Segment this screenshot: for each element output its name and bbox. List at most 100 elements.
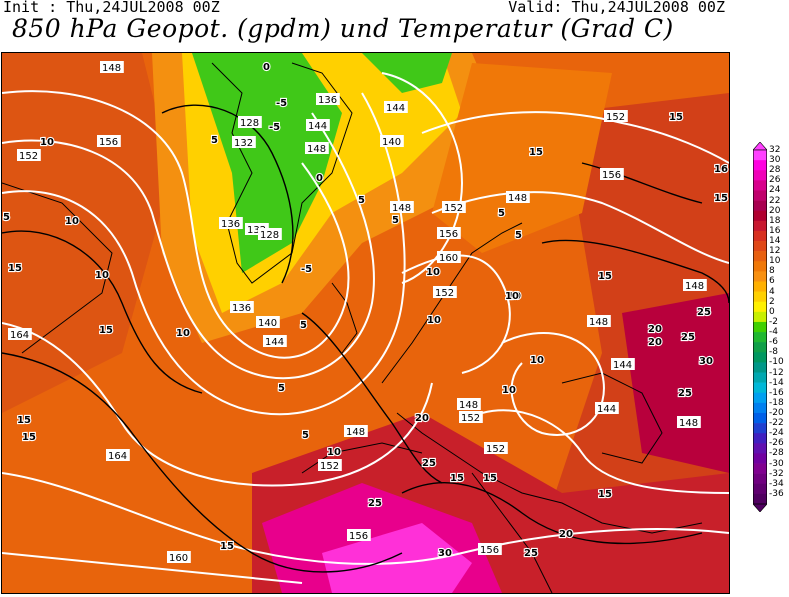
svg-text:152: 152 (486, 444, 505, 455)
svg-text:136: 136 (221, 219, 240, 230)
colorbar-label: -4 (769, 327, 778, 338)
temp-region-west (2, 53, 172, 413)
colorbar-label: 12 (769, 246, 781, 257)
colorbar-label: -30 (769, 458, 784, 469)
geopotential-label: 148 (587, 315, 611, 328)
temperature-label: 0 (263, 62, 270, 73)
temperature-label: 10 (530, 355, 544, 366)
temperature-label: 10 (176, 328, 190, 339)
geopotential-contours (2, 72, 729, 584)
colorbar-label: 32 (769, 145, 781, 155)
colorbar-label: -24 (769, 428, 784, 439)
temp-region-russia (432, 63, 612, 253)
colorbar-label: 4 (769, 286, 775, 297)
temperature-label: 25 (678, 388, 692, 399)
temp-region-svalbard-cold (362, 53, 452, 93)
colorbar-swatch (753, 433, 767, 444)
colorbar-swatch (753, 210, 767, 222)
temperature-label: 10 (427, 315, 441, 326)
temperature-label: 15 (529, 147, 543, 158)
svg-text:140: 140 (382, 137, 401, 148)
geopotential-label: 140 (256, 316, 280, 329)
temperature-label: 15 (220, 541, 234, 552)
svg-text:152: 152 (19, 151, 38, 162)
geopotential-label: 156 (97, 135, 121, 148)
colorbar-swatch (753, 170, 767, 181)
svg-text:148: 148 (459, 400, 478, 411)
colorbar-swatch (753, 311, 767, 323)
temperature-label: 5 (3, 212, 10, 223)
colorbar-swatch (753, 160, 767, 171)
svg-text:164: 164 (10, 330, 29, 341)
colorbar-swatch (753, 180, 767, 191)
colorbar-label: -16 (769, 387, 784, 398)
colorbar-swatch (753, 453, 767, 464)
temperature-label: 20 (648, 337, 662, 348)
svg-text:132: 132 (234, 138, 253, 149)
colorbar-frame (753, 149, 767, 505)
colorbar-label: -6 (769, 337, 778, 348)
svg-text:152: 152 (606, 112, 625, 123)
svg-text:144: 144 (386, 103, 405, 114)
geopotential-label: 152 (433, 286, 457, 299)
colorbar-label: 30 (769, 155, 781, 166)
geopotential-label: 160 (437, 251, 461, 264)
geopotential-label: 156 (437, 227, 461, 240)
colorbar-swatch (753, 362, 767, 373)
temperature-label: -5 (276, 98, 287, 109)
svg-text:156: 156 (349, 531, 368, 542)
svg-text:156: 156 (480, 545, 499, 556)
svg-text:156: 156 (602, 170, 621, 181)
svg-text:132: 132 (247, 225, 266, 236)
geopotential-label: 152 (442, 201, 466, 214)
geopotential-label: 152 (17, 149, 41, 162)
colorbar-label: 10 (769, 256, 781, 267)
svg-text:144: 144 (265, 337, 284, 348)
temp-region-greenland-cold (192, 53, 342, 273)
geopotential-label: 152 (318, 459, 342, 472)
temperature-label: 30 (699, 356, 713, 367)
temperature-label: 10 (327, 447, 341, 458)
svg-text:140: 140 (258, 318, 277, 329)
temperature-label: 15 (714, 193, 728, 204)
temperature-label: 5 (211, 135, 218, 146)
colorbar-swatch (753, 230, 767, 242)
colorbar-swatch (753, 392, 767, 404)
colorbar-label: -10 (769, 357, 784, 368)
geopotential-label: 144 (384, 101, 408, 114)
colorbar-label: -22 (769, 418, 784, 429)
colorbar-label: -20 (769, 407, 784, 418)
colorbar-label: 6 (769, 276, 775, 287)
geopotential-label: 156 (478, 543, 502, 556)
svg-text:136: 136 (232, 303, 251, 314)
colorbar-label: -28 (769, 448, 784, 459)
geopotential-label: 148 (677, 416, 701, 429)
colorbar-label: 28 (769, 165, 781, 176)
colorbar-label: -32 (769, 468, 784, 479)
geopotential-label: 164 (8, 328, 32, 341)
colorbar-swatch (753, 443, 767, 454)
svg-text:148: 148 (102, 63, 121, 74)
colorbar-swatch (753, 463, 767, 474)
geopotential-label: 156 (347, 529, 371, 542)
geopotential-label: 160 (167, 551, 191, 564)
geopotential-label: 132 (232, 136, 256, 149)
geopotential-label: 148 (683, 279, 707, 292)
colorbar-swatch (753, 281, 767, 292)
temperature-label: 25 (422, 458, 436, 469)
colorbar-swatch (753, 291, 767, 303)
svg-text:148: 148 (307, 144, 326, 155)
temperature-label: 20 (648, 324, 662, 335)
colorbar-swatch (753, 342, 767, 353)
colorbar-swatch (753, 251, 767, 262)
colorbar-label: -18 (769, 397, 784, 408)
colorbar-swatch (753, 200, 767, 211)
geopotential-label: 144 (595, 402, 619, 415)
colorbar-label: 22 (769, 195, 781, 206)
svg-text:156: 156 (99, 137, 118, 148)
colorbar-label: -2 (769, 316, 778, 327)
svg-text:152: 152 (461, 413, 480, 424)
temperature-label: 15 (22, 432, 36, 443)
geopotential-label: 152 (604, 110, 628, 123)
geopotential-label: 164 (106, 449, 130, 462)
